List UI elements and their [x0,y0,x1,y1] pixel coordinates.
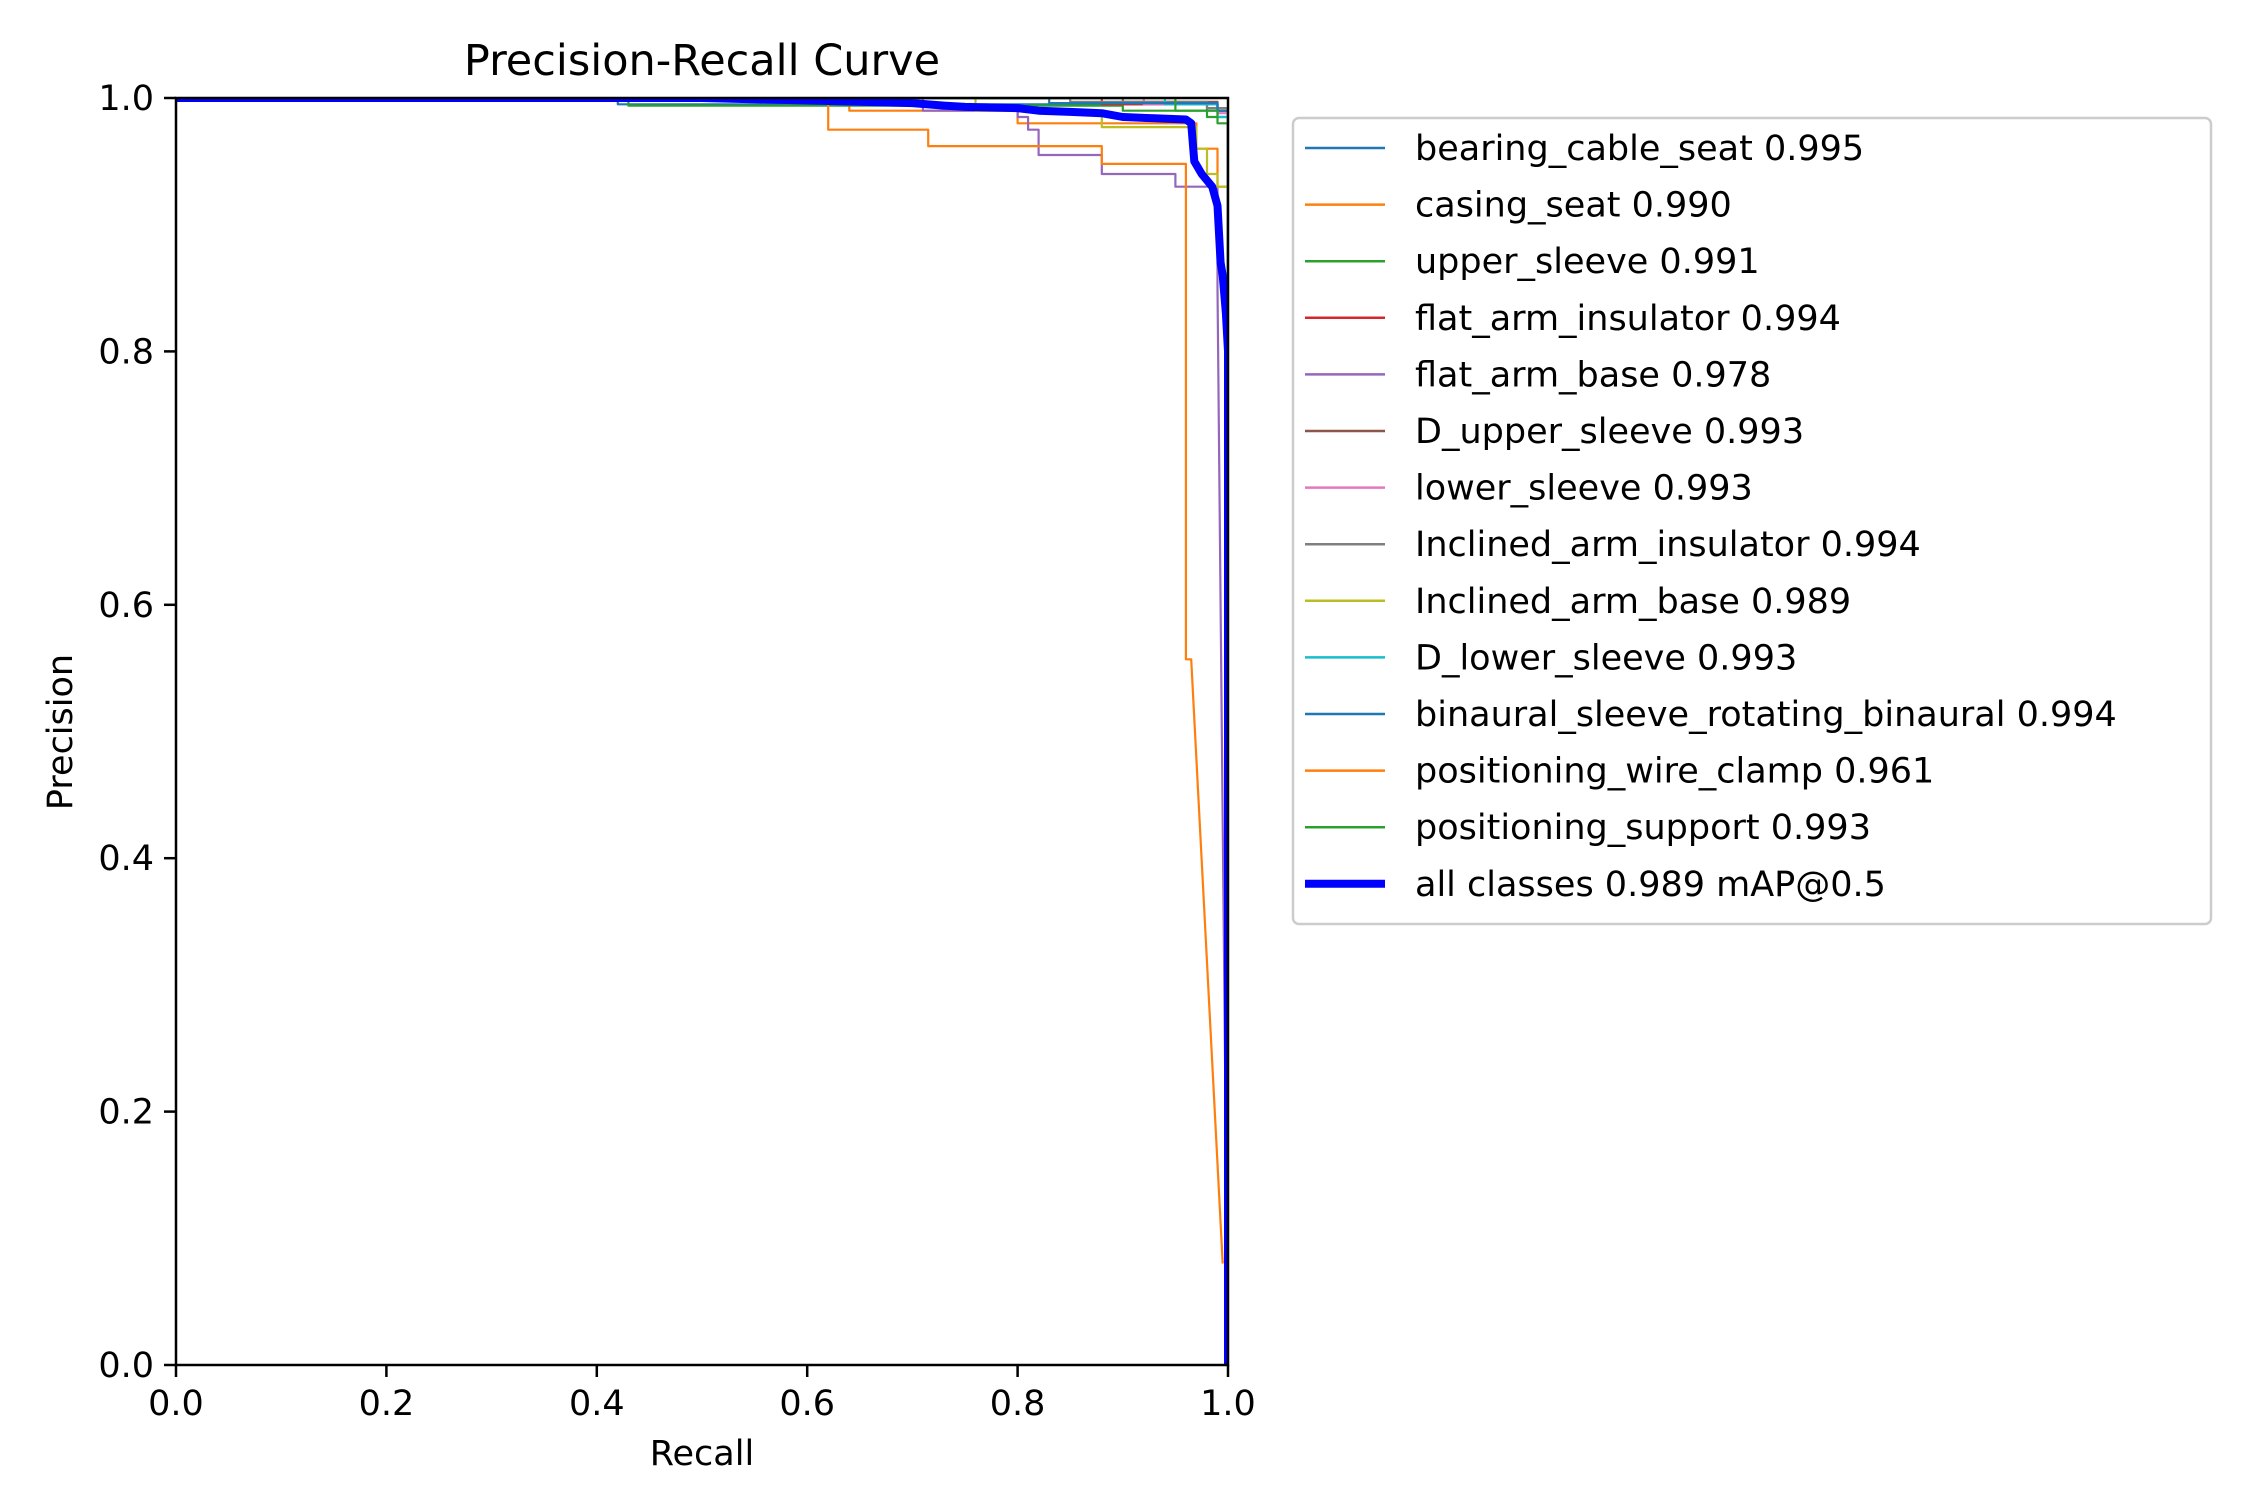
x-tick-label: 0.2 [359,1384,415,1424]
y-axis: 0.0 0.2 0.4 0.6 0.8 1.0 [98,79,176,1386]
y-tick-label: 0.6 [98,586,154,626]
x-tick-label: 0.4 [569,1384,625,1424]
x-axis: 0.0 0.2 0.4 0.6 0.8 1.0 [148,1365,1256,1424]
legend-label-12: positioning_support 0.993 [1415,808,1871,848]
legend-label-0: bearing_cable_seat 0.995 [1415,129,1864,169]
x-tick-label: 0.0 [148,1384,204,1424]
legend-label-9: D_lower_sleeve 0.993 [1415,638,1797,678]
series-line-6 [176,98,1228,1365]
plot-frame [174,96,1230,1367]
legend-label-8: Inclined_arm_base 0.989 [1415,582,1851,622]
x-axis-label: Recall [650,1434,754,1474]
x-tick-label: 1.0 [1200,1384,1256,1424]
legend-entries: bearing_cable_seat 0.995 casing_seat 0.99… [1305,129,2117,905]
y-tick-label: 0.4 [98,839,154,879]
series-line-12 [176,98,1228,1365]
series-line-5 [176,98,1228,1365]
series-line-13 [176,98,1228,1365]
legend-label-3: flat_arm_insulator 0.994 [1415,299,1841,339]
legend-label-5: D_upper_sleeve 0.993 [1415,412,1804,452]
x-tick-label: 0.8 [990,1384,1046,1424]
y-tick-label: 1.0 [98,79,154,119]
chart-title: Precision-Recall Curve [464,36,940,86]
legend-label-4: flat_arm_base 0.978 [1415,355,1771,395]
x-tick-label: 0.6 [779,1384,835,1424]
legend-label-13: all classes 0.989 mAP@0.5 [1415,865,1886,905]
series-line-11 [176,98,1224,1264]
series-line-3 [176,98,1228,1365]
y-tick-label: 0.0 [98,1346,154,1386]
series-line-10 [176,98,1228,1365]
plot-area [174,96,1230,1367]
series-line-7 [176,98,1228,1365]
legend-label-2: upper_sleeve 0.991 [1415,242,1760,282]
series-line-1 [176,98,1228,1365]
series-line-8 [176,98,1228,1365]
legend-label-10: binaural_sleeve_rotating_binaural 0.994 [1415,695,2117,735]
series-line-9 [176,98,1228,1365]
legend-frame [1291,116,2213,926]
series-line-2 [176,98,1228,1365]
legend-label-1: casing_seat 0.990 [1415,186,1732,226]
series-line-0 [176,98,1228,1365]
legend-label-11: positioning_wire_clamp 0.961 [1415,752,1934,792]
legend-label-7: Inclined_arm_insulator 0.994 [1415,525,1921,565]
legend-label-6: lower_sleeve 0.993 [1415,469,1753,509]
series-layer [176,98,1228,1365]
legend: bearing_cable_seat 0.995 casing_seat 0.99… [1291,116,2213,926]
series-line-4 [176,98,1228,1365]
y-axis-label: Precision [41,654,81,810]
y-tick-label: 0.8 [98,332,154,372]
y-tick-label: 0.2 [98,1093,154,1133]
